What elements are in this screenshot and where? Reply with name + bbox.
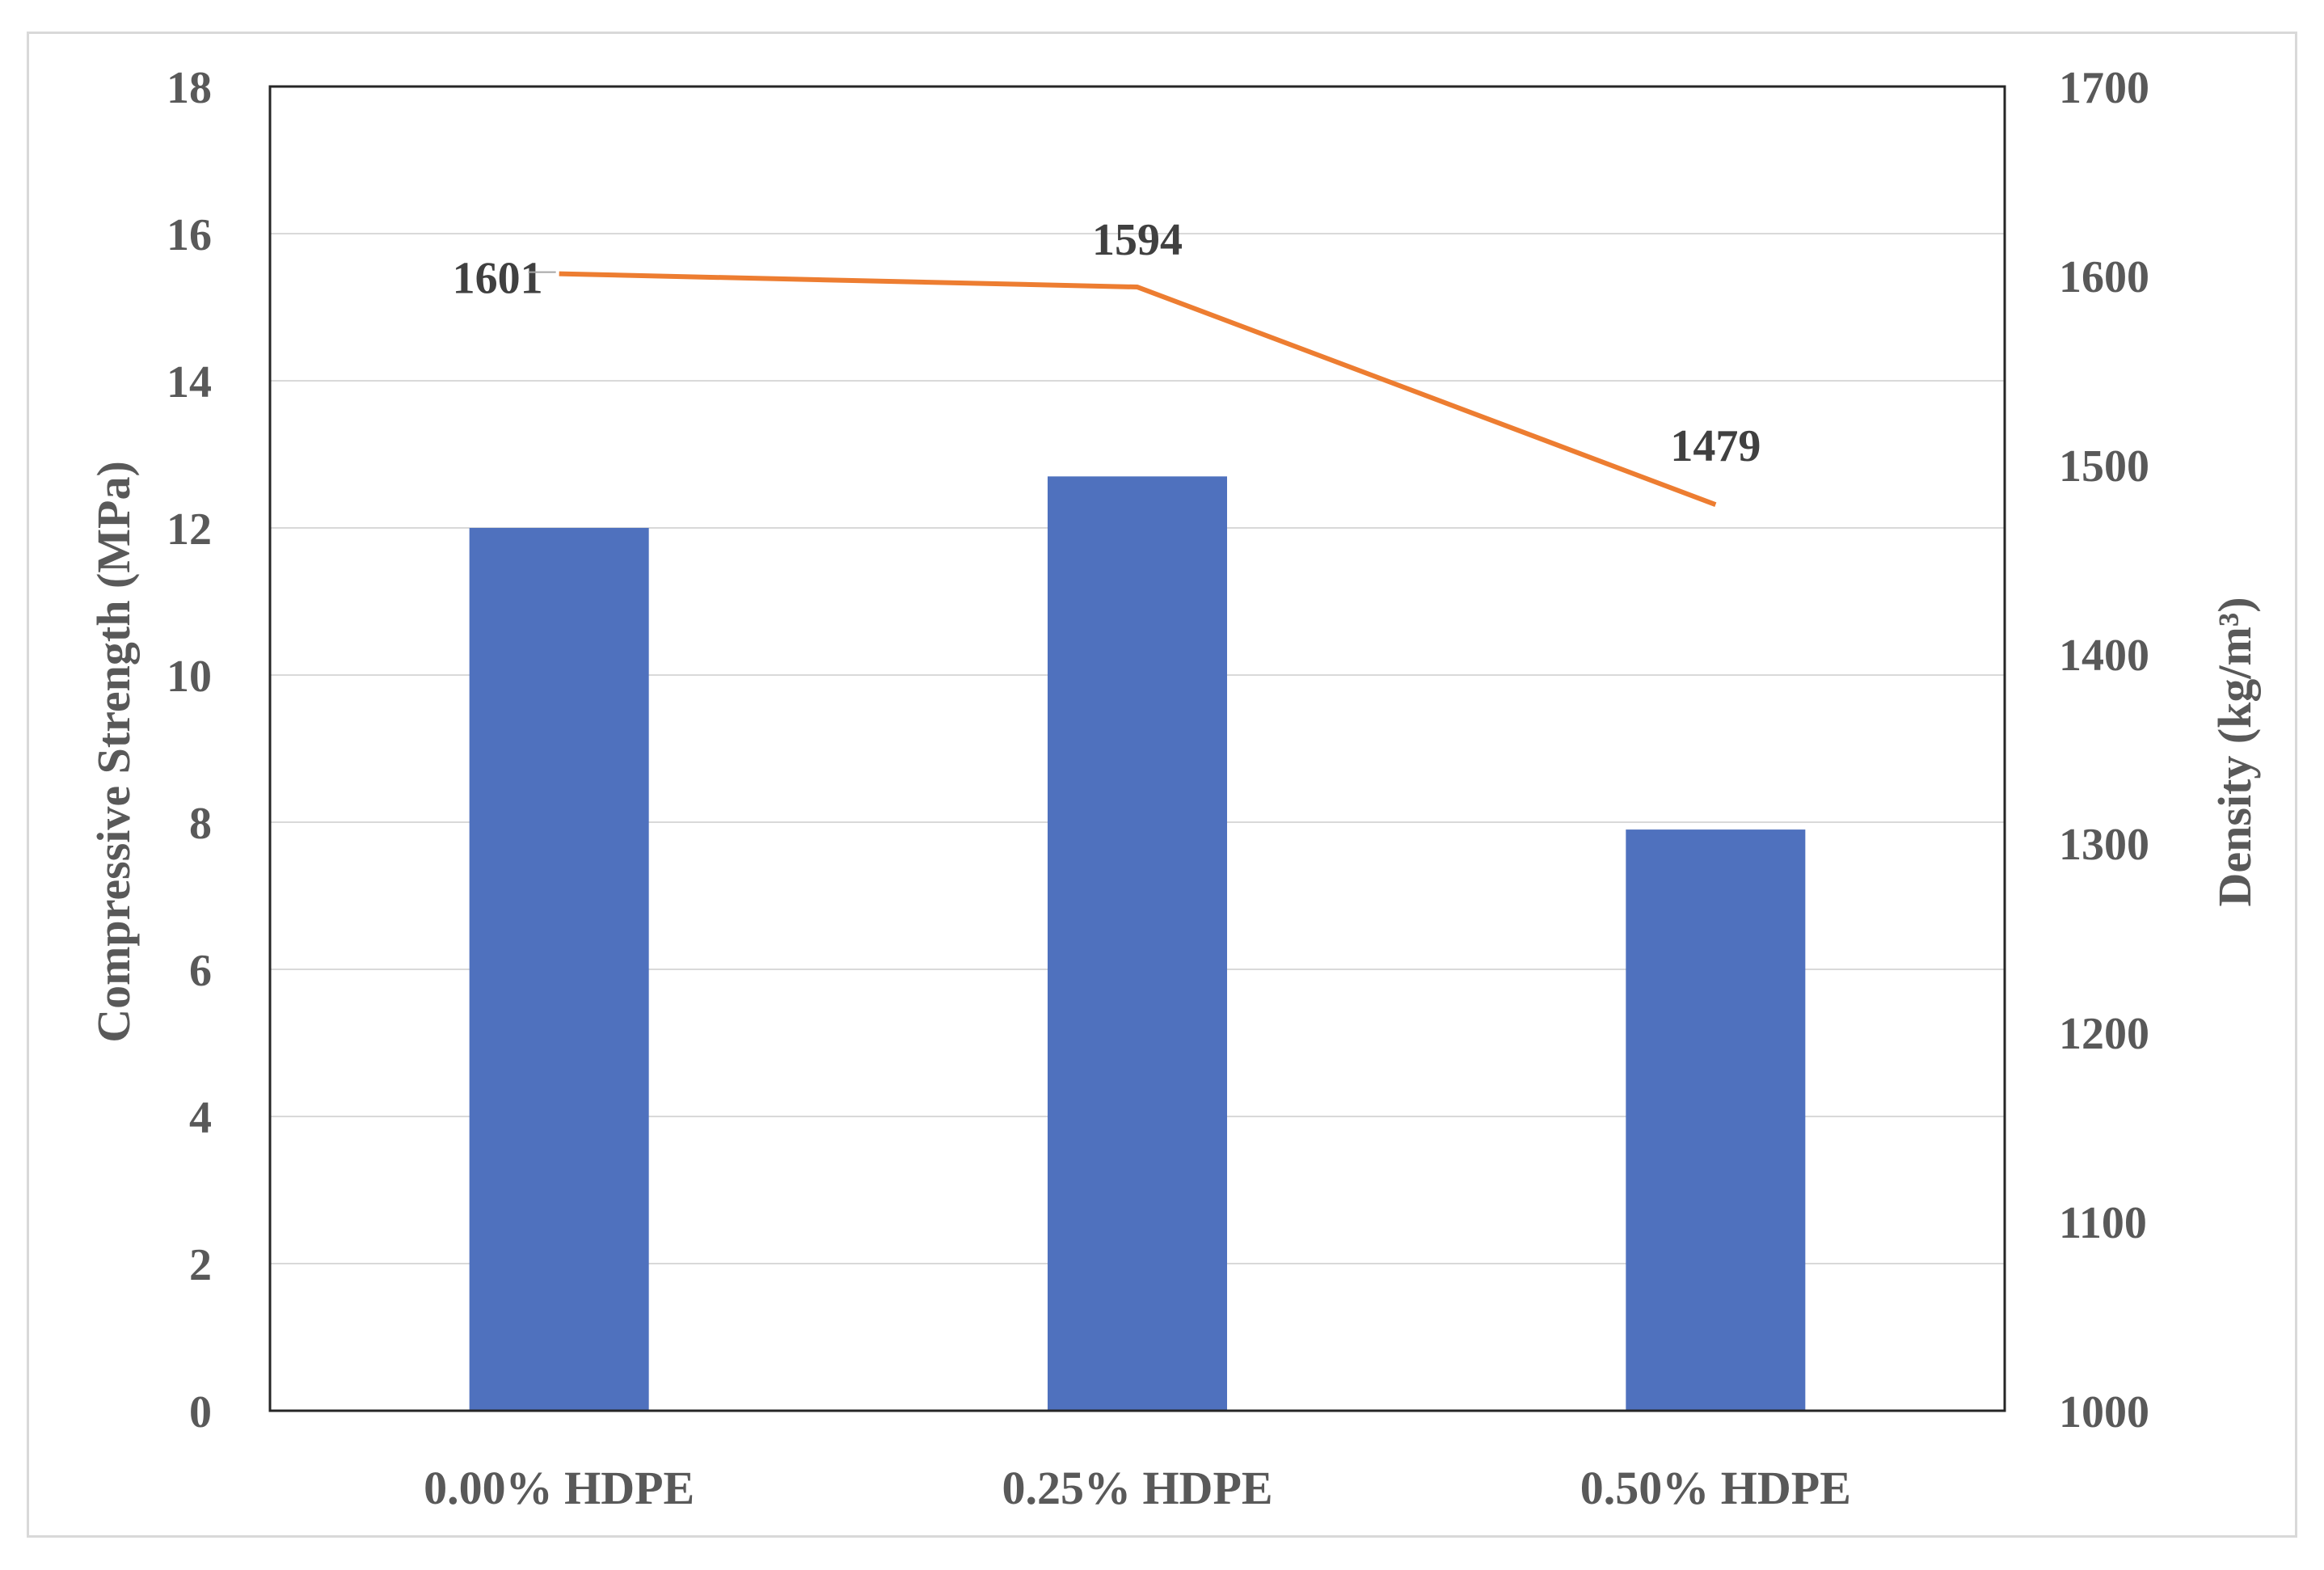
data-label: 1601 bbox=[453, 254, 543, 304]
category-label: 0.00% HDPE bbox=[424, 1462, 694, 1514]
bar-0 bbox=[469, 528, 649, 1411]
bar-1 bbox=[1048, 476, 1227, 1411]
y2-tick-label: 1400 bbox=[2059, 631, 2149, 681]
y2-tick-label: 1200 bbox=[2059, 1009, 2149, 1059]
y2-tick-label: 1600 bbox=[2059, 252, 2149, 302]
y-tick-label: 6 bbox=[189, 946, 212, 996]
category-label: 0.25% HDPE bbox=[1002, 1462, 1272, 1514]
y2-tick-label: 1300 bbox=[2059, 820, 2149, 870]
category-label: 0.50% HDPE bbox=[1580, 1462, 1851, 1514]
y2-axis-title: Density (kg/m³) bbox=[2208, 597, 2261, 906]
y2-tick-label: 1500 bbox=[2059, 441, 2149, 492]
y-tick-label: 18 bbox=[167, 63, 212, 113]
data-labels: 1601 1594 1479 bbox=[453, 215, 1761, 471]
left-axis-ticks: 0 2 4 6 8 10 12 14 16 18 bbox=[167, 63, 212, 1437]
y-tick-label: 2 bbox=[189, 1240, 212, 1290]
data-label: 1479 bbox=[1670, 421, 1761, 471]
y-tick-label: 14 bbox=[167, 357, 212, 407]
axes bbox=[268, 85, 2006, 1412]
y-tick-label: 4 bbox=[189, 1093, 212, 1143]
bar-series bbox=[469, 476, 1806, 1411]
y-tick-label: 12 bbox=[167, 504, 212, 555]
right-axis-ticks: 1000 1100 1200 1300 1400 1500 1600 1700 bbox=[2059, 63, 2149, 1437]
category-labels: 0.00% HDPE 0.25% HDPE 0.50% HDPE bbox=[424, 1462, 1851, 1514]
y-tick-label: 16 bbox=[167, 210, 212, 260]
y-tick-label: 8 bbox=[189, 799, 212, 849]
y2-tick-label: 1000 bbox=[2059, 1387, 2149, 1437]
line-series bbox=[559, 271, 1717, 507]
bar-2 bbox=[1626, 829, 1806, 1411]
plot-border bbox=[268, 85, 2006, 1412]
y-tick-label: 10 bbox=[167, 652, 212, 702]
y2-tick-label: 1700 bbox=[2059, 63, 2149, 113]
y-axis-title: Compressive Strength (MPa) bbox=[87, 461, 140, 1043]
data-label: 1594 bbox=[1092, 215, 1183, 265]
y2-tick-label: 1100 bbox=[2059, 1198, 2147, 1248]
y-tick-label: 0 bbox=[189, 1387, 212, 1437]
density-line bbox=[559, 271, 1717, 507]
